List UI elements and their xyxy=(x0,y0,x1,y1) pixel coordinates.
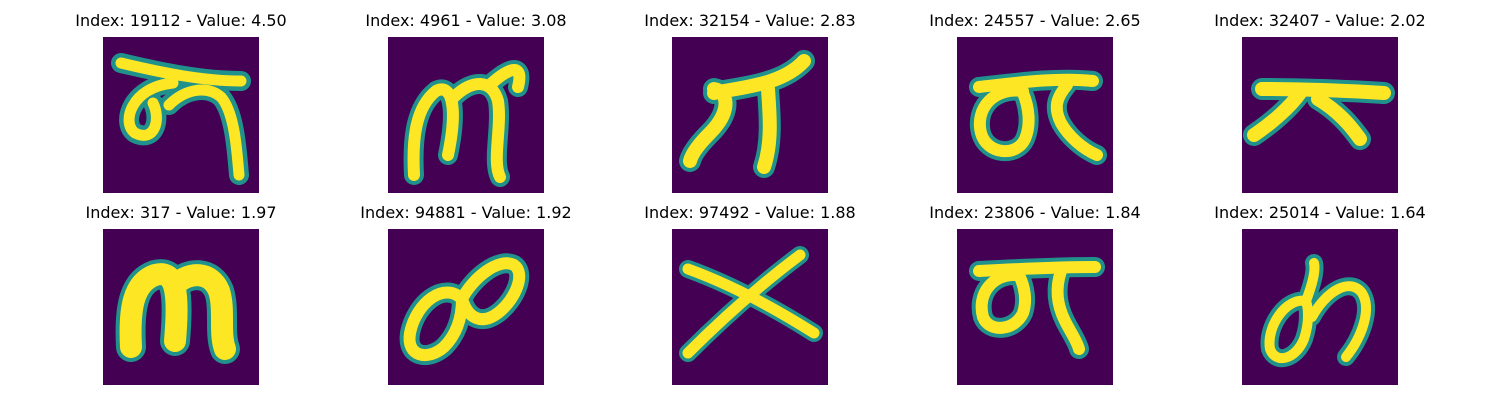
glyph-image-curl-tilde xyxy=(103,37,259,193)
glyph-image-m-bold xyxy=(103,229,259,385)
panel-title: Index: 32407 - Value: 2.02 xyxy=(1214,11,1426,30)
panel-title: Index: 97492 - Value: 1.88 xyxy=(644,203,856,222)
panel-8: Index: 97492 - Value: 1.88 xyxy=(644,203,856,385)
panel-7: Index: 94881 - Value: 1.92 xyxy=(360,203,572,385)
panel-9: Index: 23806 - Value: 1.84 xyxy=(929,203,1141,385)
panel-1: Index: 19112 - Value: 4.50 xyxy=(75,11,287,193)
panel-4: Index: 24557 - Value: 2.65 xyxy=(929,11,1141,193)
glyph-image-loop-bar xyxy=(957,37,1113,193)
panel-title: Index: 32154 - Value: 2.83 xyxy=(644,11,856,30)
panel-title: Index: 23806 - Value: 1.84 xyxy=(929,203,1141,222)
panel-title: Index: 25014 - Value: 1.64 xyxy=(1214,203,1426,222)
panel-2: Index: 4961 - Value: 3.08 xyxy=(365,11,567,193)
glyph-image-slanted-cross xyxy=(1242,37,1398,193)
glyph-image-loop-bar-tail xyxy=(957,229,1113,385)
glyph-image-x-cross xyxy=(672,229,828,385)
panel-title: Index: 317 - Value: 1.97 xyxy=(85,203,277,222)
glyph-image-seven-hook xyxy=(672,37,828,193)
panel-5: Index: 32407 - Value: 2.02 xyxy=(1214,11,1426,193)
glyph-image-m-shape xyxy=(388,37,544,193)
panel-title: Index: 4961 - Value: 3.08 xyxy=(365,11,567,30)
panel-3: Index: 32154 - Value: 2.83 xyxy=(644,11,856,193)
panel-title: Index: 24557 - Value: 2.65 xyxy=(929,11,1141,30)
panel-title: Index: 94881 - Value: 1.92 xyxy=(360,203,572,222)
panel-10: Index: 25014 - Value: 1.64 xyxy=(1214,203,1426,385)
panel-6: Index: 317 - Value: 1.97 xyxy=(85,203,277,385)
glyph-image-loop-hook xyxy=(1242,229,1398,385)
panel-title: Index: 19112 - Value: 4.50 xyxy=(75,11,287,30)
glyph-image-double-loop xyxy=(388,229,544,385)
